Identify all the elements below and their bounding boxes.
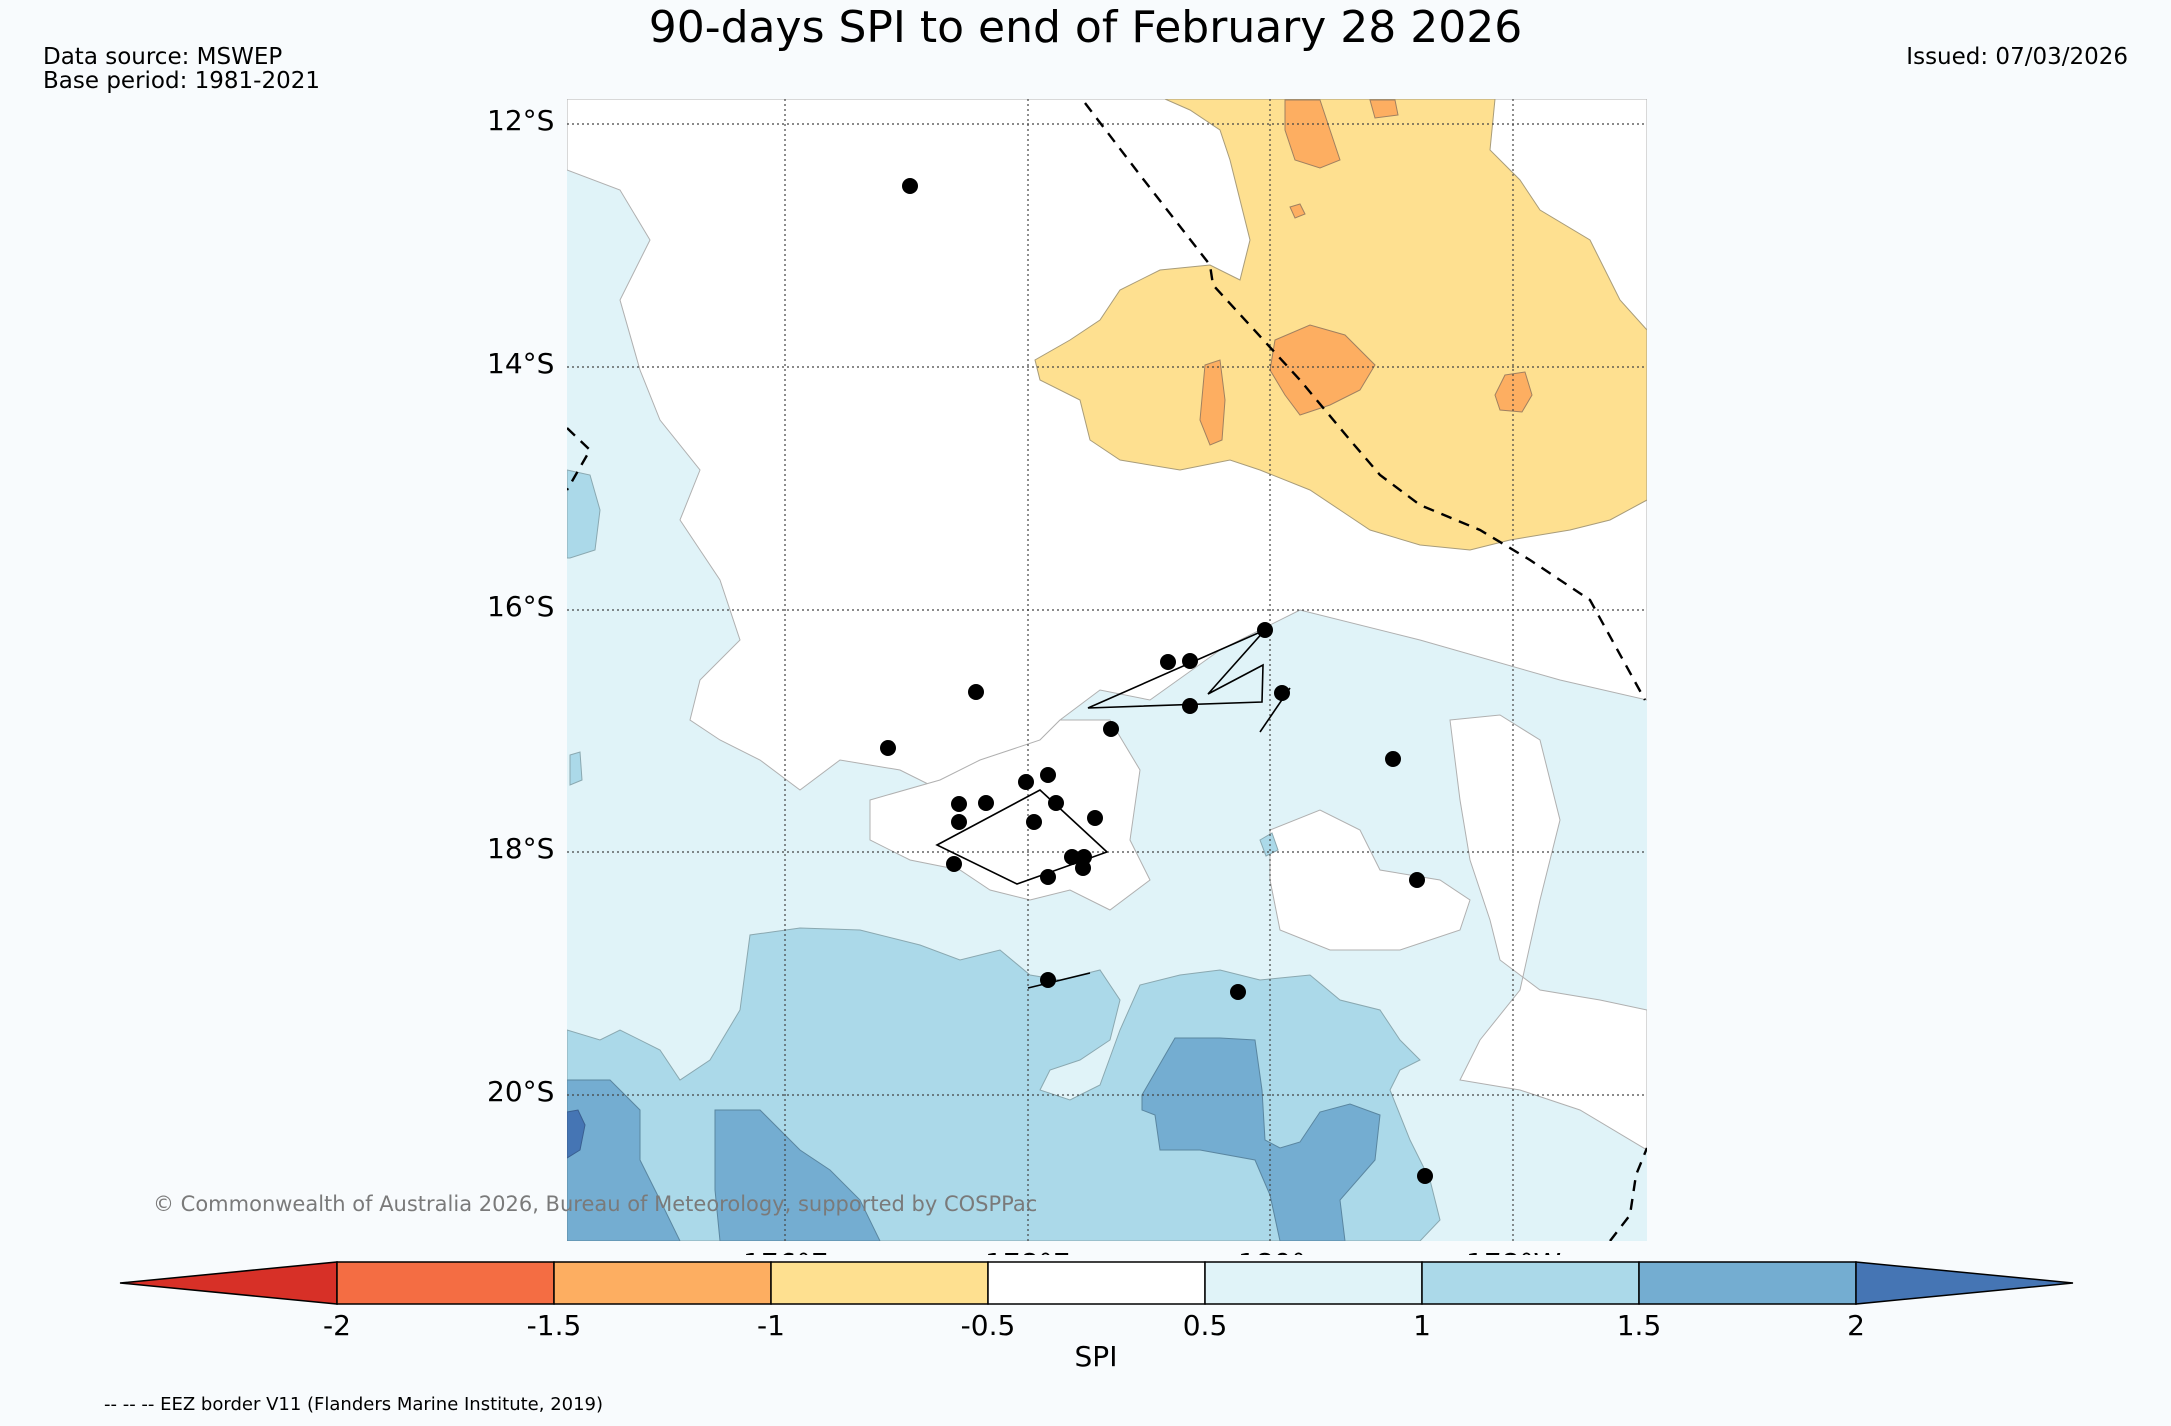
station-marker [1160, 654, 1176, 670]
colorbar-tick-label: 2 [1847, 1309, 1865, 1342]
data-source-label: Data source: MSWEP [43, 44, 283, 70]
lat-label-16s: 16°S [487, 590, 555, 623]
colorbar-tick-label: -0.5 [960, 1309, 1016, 1342]
station-marker [1103, 721, 1119, 737]
lat-label-20s: 20°S [487, 1075, 555, 1108]
issued-date-label: Issued: 07/03/2026 [1906, 44, 2128, 70]
spi-map [567, 99, 1647, 1241]
colorbar-tick-label: -1.5 [526, 1309, 582, 1342]
colorbar-segment [336, 1261, 555, 1305]
colorbar-extend-high [1855, 1261, 2074, 1305]
spi-fill-wettest [714, 1109, 881, 1241]
station-marker [1018, 774, 1034, 790]
station-marker [1064, 849, 1080, 865]
station-marker [1040, 972, 1056, 988]
station-marker [1385, 751, 1401, 767]
station-marker [1182, 653, 1198, 669]
colorbar-segment [770, 1261, 989, 1305]
colorbar-title: SPI [1074, 1340, 1118, 1373]
station-marker [1230, 984, 1246, 1000]
eez-border [567, 102, 1647, 1241]
station-marker [1274, 685, 1290, 701]
spi-fill-drier [1369, 99, 1399, 119]
spi-fill-extreme-wet [567, 1109, 586, 1159]
base-period-label: Base period: 1981-2021 [43, 68, 321, 94]
colorbar-segment [1421, 1261, 1640, 1305]
station-marker [880, 740, 896, 756]
lat-label-14s: 14°S [487, 347, 555, 380]
copyright-notice: © Commonwealth of Australia 2026, Bureau… [153, 1192, 1038, 1216]
station-marker [968, 684, 984, 700]
station-marker [1182, 698, 1198, 714]
colorbar-tick-label: 0.5 [1182, 1309, 1228, 1342]
spi-fill-wetter [567, 469, 601, 559]
colorbar-segment [1204, 1261, 1423, 1305]
colorbar-segment [553, 1261, 772, 1305]
map-title: 90-days SPI to end of February 28 2026 [648, 2, 1523, 53]
colorbar-tick-label: -1 [757, 1309, 785, 1342]
lat-label-18s: 18°S [487, 832, 555, 865]
colorbar-segment [987, 1261, 1206, 1305]
colorbar-tick-label: 1 [1413, 1309, 1431, 1342]
spi-fill-drier [1494, 371, 1533, 413]
spi-fill-wettest [567, 1079, 681, 1241]
spi-near-normal-area [1449, 714, 1647, 1151]
station-marker [1040, 767, 1056, 783]
station-marker [1048, 795, 1064, 811]
spi-fill-drier [1269, 324, 1376, 416]
colorbar-tick-label: 1.5 [1616, 1309, 1662, 1342]
spi-fill-drier [1289, 203, 1306, 219]
lat-label-12s: 12°S [487, 104, 555, 137]
station-marker [951, 796, 967, 812]
spi-near-normal-area [1269, 809, 1471, 951]
spi-fill-wetter [569, 751, 583, 786]
spi-fill-drier [1284, 99, 1341, 169]
station-markers [880, 178, 1433, 1184]
spi-fill-dry [1034, 99, 1647, 551]
station-marker [1257, 622, 1273, 638]
spi-fill-drier [1199, 359, 1226, 446]
station-marker [1075, 860, 1091, 876]
colorbar-tick-label: -2 [323, 1309, 351, 1342]
station-marker [1040, 869, 1056, 885]
station-marker [1087, 810, 1103, 826]
station-marker [978, 795, 994, 811]
eez-legend-note: -- -- -- EEZ border V11 (Flanders Marine… [104, 1394, 604, 1415]
station-marker [1026, 814, 1042, 830]
station-marker [1417, 1168, 1433, 1184]
spi-fill-wetter [1259, 832, 1279, 857]
station-marker [902, 178, 918, 194]
station-marker [946, 856, 962, 872]
spi-fill-wettest [1141, 1037, 1381, 1241]
station-marker [951, 814, 967, 830]
colorbar-segment [1638, 1261, 1857, 1305]
station-marker [1409, 872, 1425, 888]
coastline [935, 629, 1291, 989]
spi-colorbar [0, 1255, 2171, 1305]
